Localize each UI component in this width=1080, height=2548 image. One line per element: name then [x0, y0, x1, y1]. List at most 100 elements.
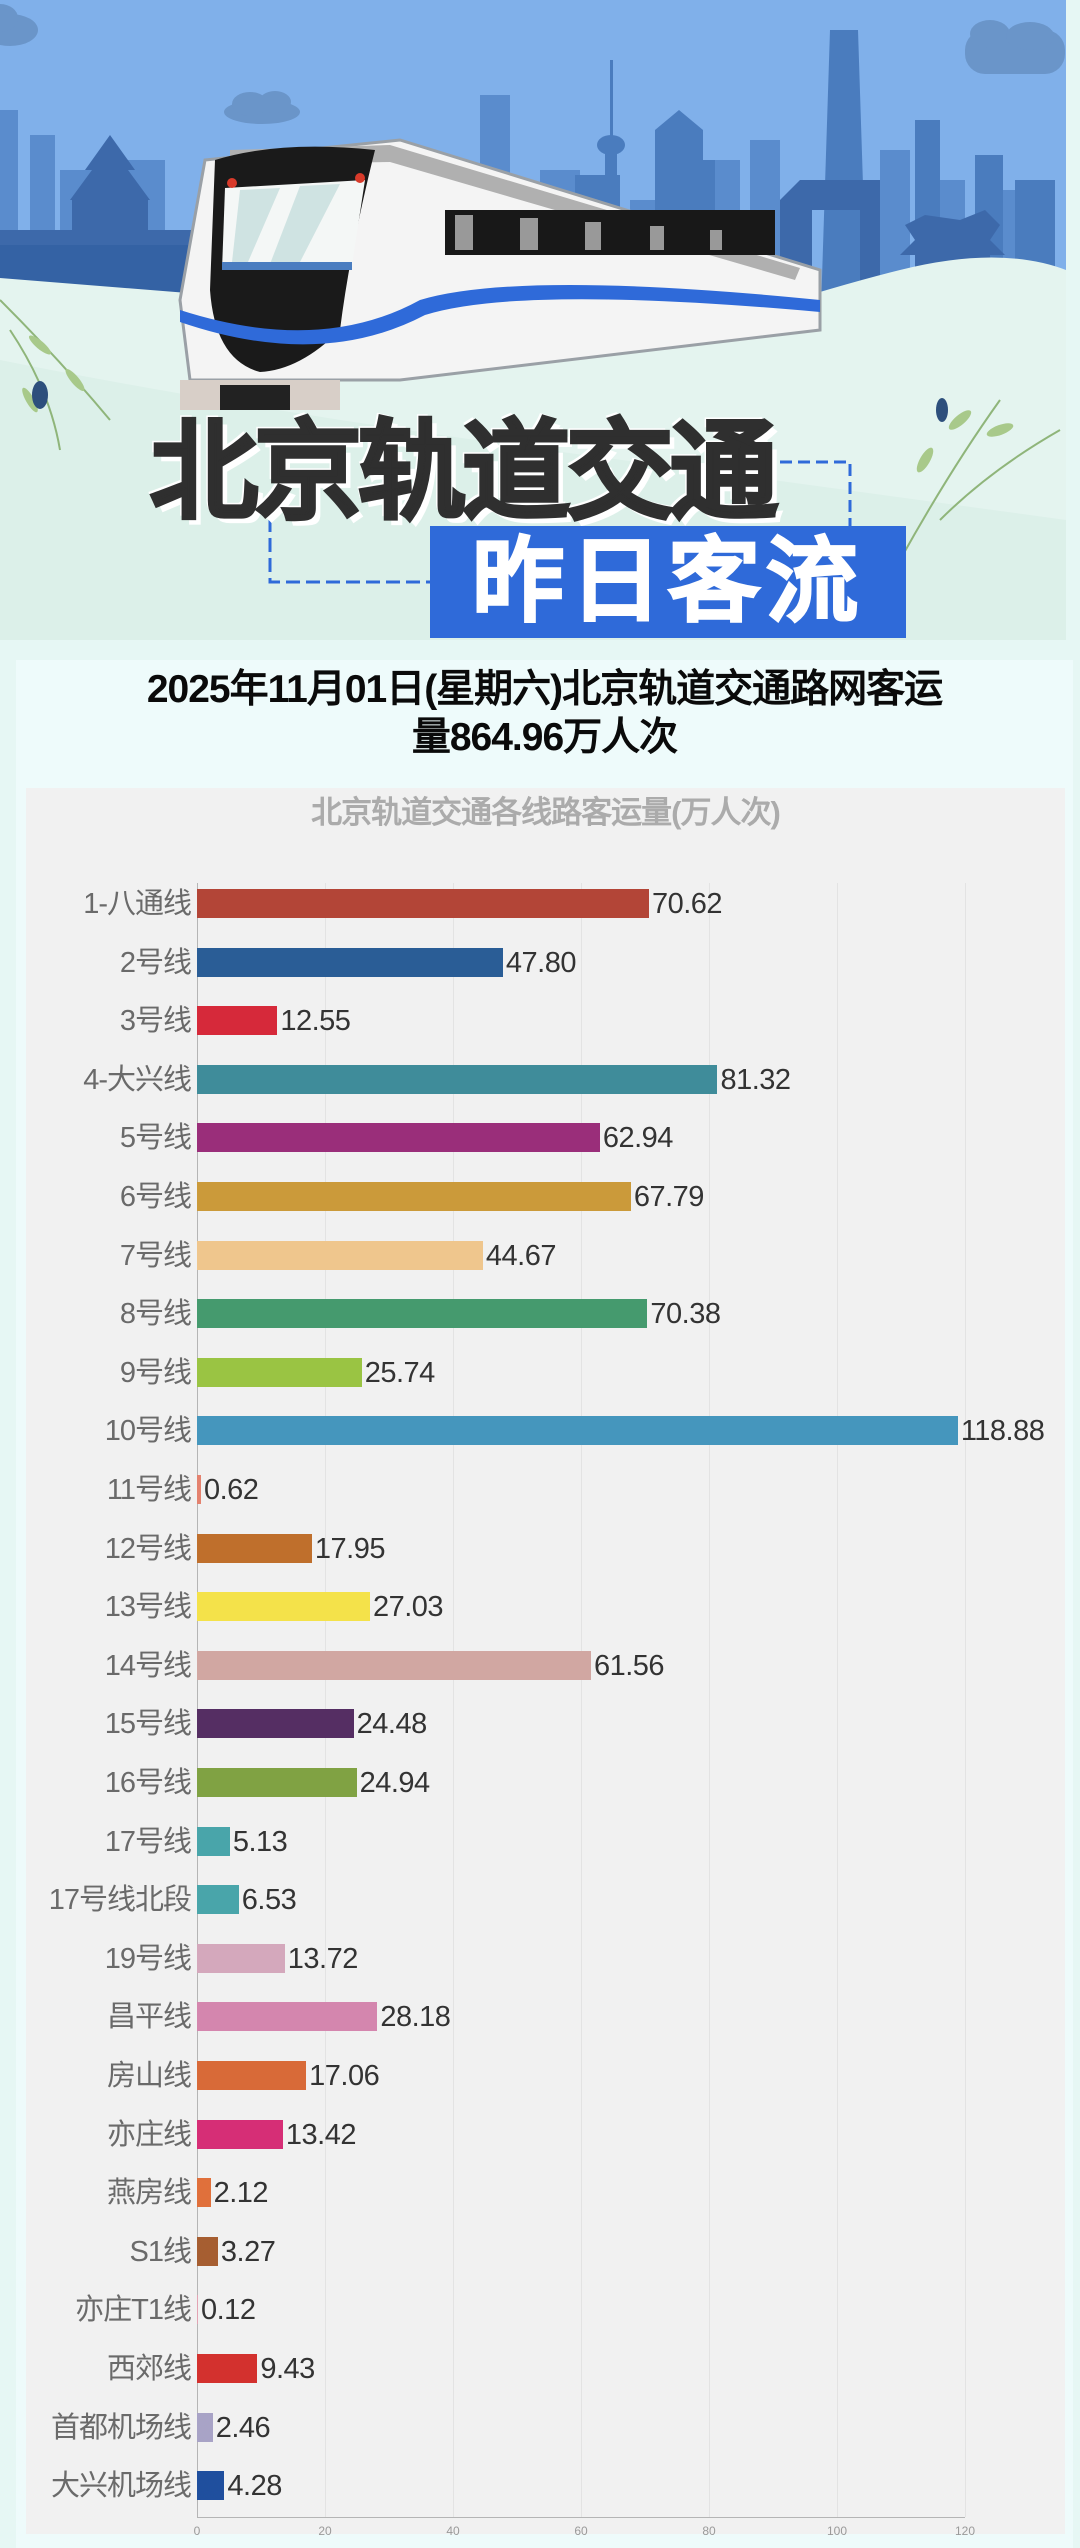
category-label: 4-大兴线 [83, 1063, 192, 1096]
gridline [453, 883, 454, 2517]
x-axis-line [197, 2517, 965, 2518]
bar [197, 2119, 283, 2149]
value-label: 9.43 [260, 2353, 315, 2385]
value-label: 2.46 [215, 2411, 271, 2444]
value-label: 3.27 [220, 2235, 276, 2268]
chart-row: 16号线 24.94 [26, 1763, 1065, 1803]
value-label: 24.94 [359, 1767, 431, 1799]
bar [197, 1709, 354, 1739]
category-label: 15号线 [104, 1708, 192, 1741]
bar [197, 2061, 307, 2090]
chart-panel: 北京轨道交通各线路客运量(万人次) 0 20 40 60 80 100 120 1-八通线 70… [26, 788, 1065, 2538]
bar [197, 1064, 718, 1094]
bar [197, 1357, 362, 1387]
value-label: 0.62 [203, 1474, 259, 1506]
bar [197, 1826, 230, 1856]
category-label: 6号线 [119, 1181, 192, 1213]
chart-row: 大兴机场线 4.28 [26, 2466, 1065, 2506]
gridline [709, 883, 710, 2517]
value-label: 24.48 [356, 1708, 428, 1741]
gridline [581, 883, 582, 2517]
category-label: 5号线 [119, 1122, 192, 1155]
value-label: 4.28 [227, 2470, 282, 2503]
chart-row: 13号线 27.03 [26, 1587, 1065, 1627]
chart-row: 昌平线 28.18 [26, 1997, 1065, 2037]
chart-title: 北京轨道交通各线路客运量(万人次) [311, 795, 781, 830]
bar [197, 1885, 239, 1915]
chart-row: 15号线 24.48 [26, 1704, 1065, 1744]
summary-line-2: 量864.96万人次 [411, 716, 678, 759]
chart-row: 12号线 17.95 [26, 1529, 1065, 1569]
bar [197, 1475, 201, 1504]
value-label: 25.74 [364, 1356, 436, 1389]
bar [197, 1943, 285, 1973]
chart-row: 6号线 67.79 [26, 1177, 1065, 1217]
chart-row: 燕房线 2.12 [26, 2173, 1065, 2213]
chart-row: 17号线北段 6.53 [26, 1880, 1065, 1920]
bar [197, 1182, 631, 1211]
chart-row: 19号线 13.72 [26, 1939, 1065, 1979]
category-label: 10号线 [104, 1415, 192, 1448]
chart-row: 11号线 0.62 [26, 1470, 1065, 1510]
chart-row: 首都机场线 2.46 [26, 2408, 1065, 2448]
chart-row: 17号线 5.13 [26, 1822, 1065, 1862]
category-label: 2号线 [119, 946, 192, 979]
value-label: 13.72 [287, 1942, 359, 1975]
chart-row: 3号线 12.55 [26, 1001, 1065, 1041]
category-label: 昌平线 [106, 2001, 192, 2034]
category-label: 13号线 [104, 1591, 192, 1624]
value-label: 0.12 [201, 2294, 256, 2327]
category-label: 19号线 [104, 1942, 192, 1975]
bar [197, 1768, 357, 1797]
chart-row: 7号线 44.67 [26, 1236, 1065, 1276]
value-label: 70.38 [650, 1298, 721, 1331]
category-label: 12号线 [104, 1532, 192, 1565]
category-label: 16号线 [104, 1767, 192, 1799]
value-label: 27.03 [372, 1591, 444, 1624]
category-label: 大兴机场线 [50, 2470, 192, 2503]
x-tick-label: 100 [826, 2524, 848, 2538]
bar [197, 1006, 278, 1036]
summary-line-1: 2025年11月01日(星期六)北京轨道交通路网客运 [146, 668, 943, 711]
bar [197, 1240, 483, 1270]
chart-row: 亦庄T1线 0.12 [26, 2290, 1065, 2330]
bar [197, 1299, 648, 1329]
value-label: 81.32 [720, 1063, 791, 1096]
bar [197, 1123, 600, 1153]
train-icon [178, 138, 822, 410]
chart-row: 房山线 17.06 [26, 2056, 1065, 2096]
value-label: 12.55 [280, 1005, 351, 1038]
category-label: 7号线 [119, 1239, 192, 1272]
bar [197, 2412, 213, 2442]
bar [197, 1416, 958, 1446]
category-label: 房山线 [106, 2060, 192, 2092]
category-label: 3号线 [119, 1005, 192, 1038]
x-tick-label: 120 [954, 2524, 976, 2538]
category-label: 燕房线 [106, 2177, 192, 2210]
bar [197, 1650, 591, 1680]
ridership-summary: 2025年11月01日(星期六)北京轨道交通路网客运 量864.96万人次 [16, 666, 1073, 762]
category-label: 1-八通线 [83, 888, 192, 920]
banner-title-sub: 昨日客流 [471, 531, 864, 633]
x-tick-label: 40 [446, 2524, 460, 2538]
value-label: 13.42 [285, 2118, 357, 2151]
category-label: 西郊线 [106, 2353, 192, 2385]
category-label: 17号线 [104, 1825, 192, 1858]
category-label: 8号线 [119, 1298, 192, 1331]
value-label: 17.06 [309, 2060, 380, 2092]
value-label: 118.88 [960, 1415, 1045, 1448]
bar [197, 889, 649, 918]
chart-row: 2号线 47.80 [26, 943, 1065, 983]
value-label: 61.56 [593, 1649, 665, 1682]
bar [197, 1533, 312, 1563]
chart-row: 5号线 62.94 [26, 1118, 1065, 1158]
bar [197, 1592, 370, 1622]
gridline [837, 883, 838, 2517]
chart-row: S1线 3.27 [26, 2232, 1065, 2272]
gridline [965, 883, 966, 2517]
value-label: 47.80 [505, 946, 577, 979]
gridline [325, 883, 326, 2517]
cloud-icon [0, 4, 1065, 124]
chart-row: 亦庄线 13.42 [26, 2115, 1065, 2155]
category-label: S1线 [129, 2235, 192, 2268]
